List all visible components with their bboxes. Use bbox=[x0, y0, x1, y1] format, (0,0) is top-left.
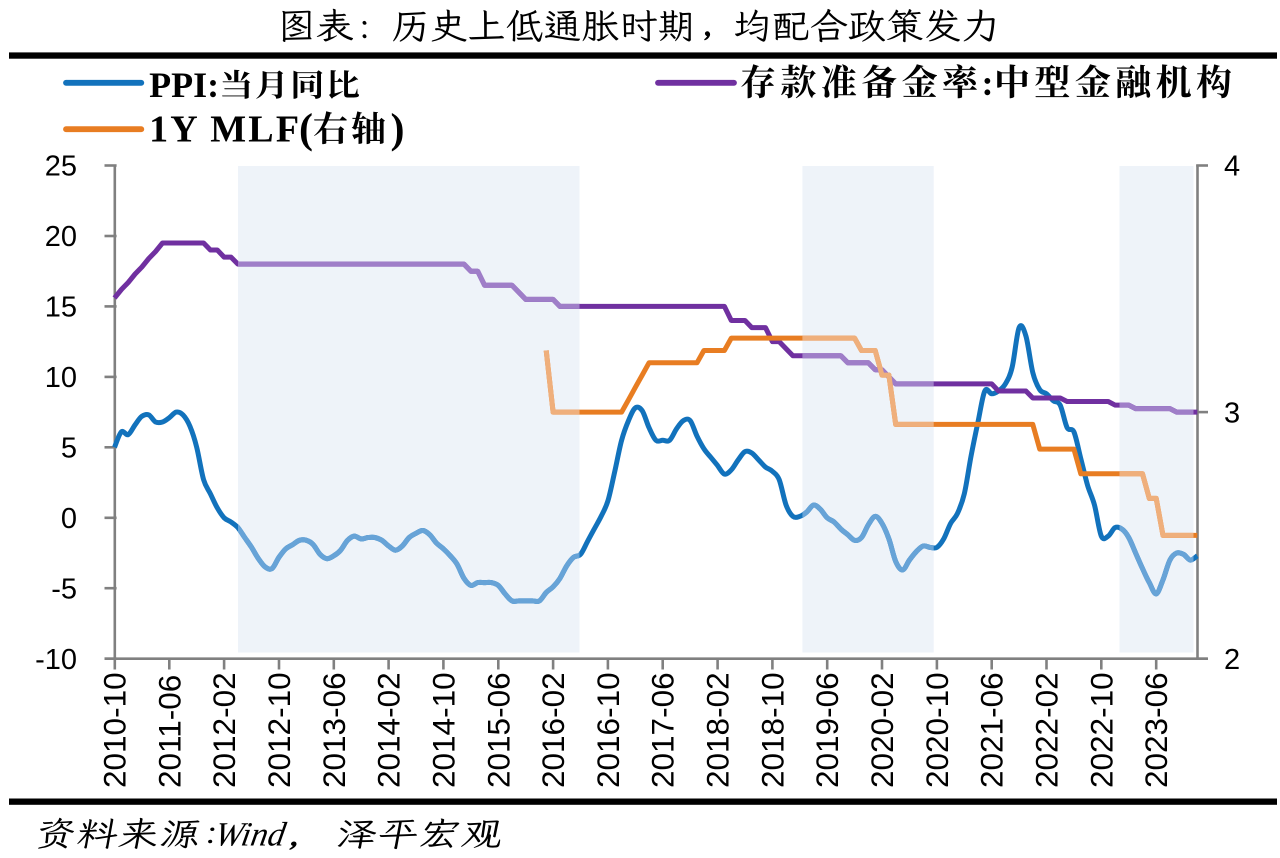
svg-text:2014-02: 2014-02 bbox=[371, 672, 407, 788]
svg-text:2021-06: 2021-06 bbox=[974, 672, 1010, 788]
svg-text:2019-06: 2019-06 bbox=[809, 672, 845, 788]
svg-text:2012-10: 2012-10 bbox=[261, 672, 297, 788]
svg-text:20: 20 bbox=[45, 221, 77, 253]
svg-text:2010-10: 2010-10 bbox=[97, 672, 133, 788]
svg-text:0: 0 bbox=[61, 503, 77, 535]
svg-text:1Y MLF: 1Y MLF bbox=[149, 109, 301, 151]
svg-text:2013-06: 2013-06 bbox=[316, 672, 352, 788]
svg-text:2016-02: 2016-02 bbox=[535, 672, 571, 788]
svg-text:-5: -5 bbox=[51, 573, 77, 605]
svg-text:2018-02: 2018-02 bbox=[700, 672, 736, 788]
svg-text:2017-06: 2017-06 bbox=[645, 672, 681, 788]
svg-text:): ) bbox=[391, 107, 405, 153]
svg-text:(: ( bbox=[299, 107, 313, 153]
svg-text:2023-06: 2023-06 bbox=[1138, 672, 1174, 788]
svg-text::: : bbox=[982, 63, 994, 103]
svg-text:4: 4 bbox=[1224, 151, 1240, 183]
svg-text:2020-10: 2020-10 bbox=[919, 672, 955, 788]
svg-text:5: 5 bbox=[61, 433, 77, 465]
svg-text:15: 15 bbox=[45, 292, 77, 324]
svg-text:2022-02: 2022-02 bbox=[1029, 672, 1065, 788]
svg-text:2: 2 bbox=[1224, 644, 1240, 676]
svg-text:2012-02: 2012-02 bbox=[206, 672, 242, 788]
svg-text:2020-02: 2020-02 bbox=[864, 672, 900, 788]
svg-text:-10: -10 bbox=[35, 644, 77, 676]
svg-text:2018-10: 2018-10 bbox=[754, 672, 790, 788]
svg-text:3: 3 bbox=[1224, 397, 1240, 429]
svg-text:10: 10 bbox=[45, 362, 77, 394]
svg-text:2014-10: 2014-10 bbox=[425, 672, 461, 788]
svg-text:2011-06: 2011-06 bbox=[151, 675, 187, 788]
svg-text:2016-10: 2016-10 bbox=[590, 672, 626, 788]
svg-text:25: 25 bbox=[45, 151, 77, 183]
svg-text:2022-10: 2022-10 bbox=[1083, 672, 1119, 788]
svg-text:Wind: Wind bbox=[212, 816, 289, 854]
svg-text:2015-06: 2015-06 bbox=[480, 672, 516, 788]
svg-text:PPI:: PPI: bbox=[149, 65, 219, 105]
